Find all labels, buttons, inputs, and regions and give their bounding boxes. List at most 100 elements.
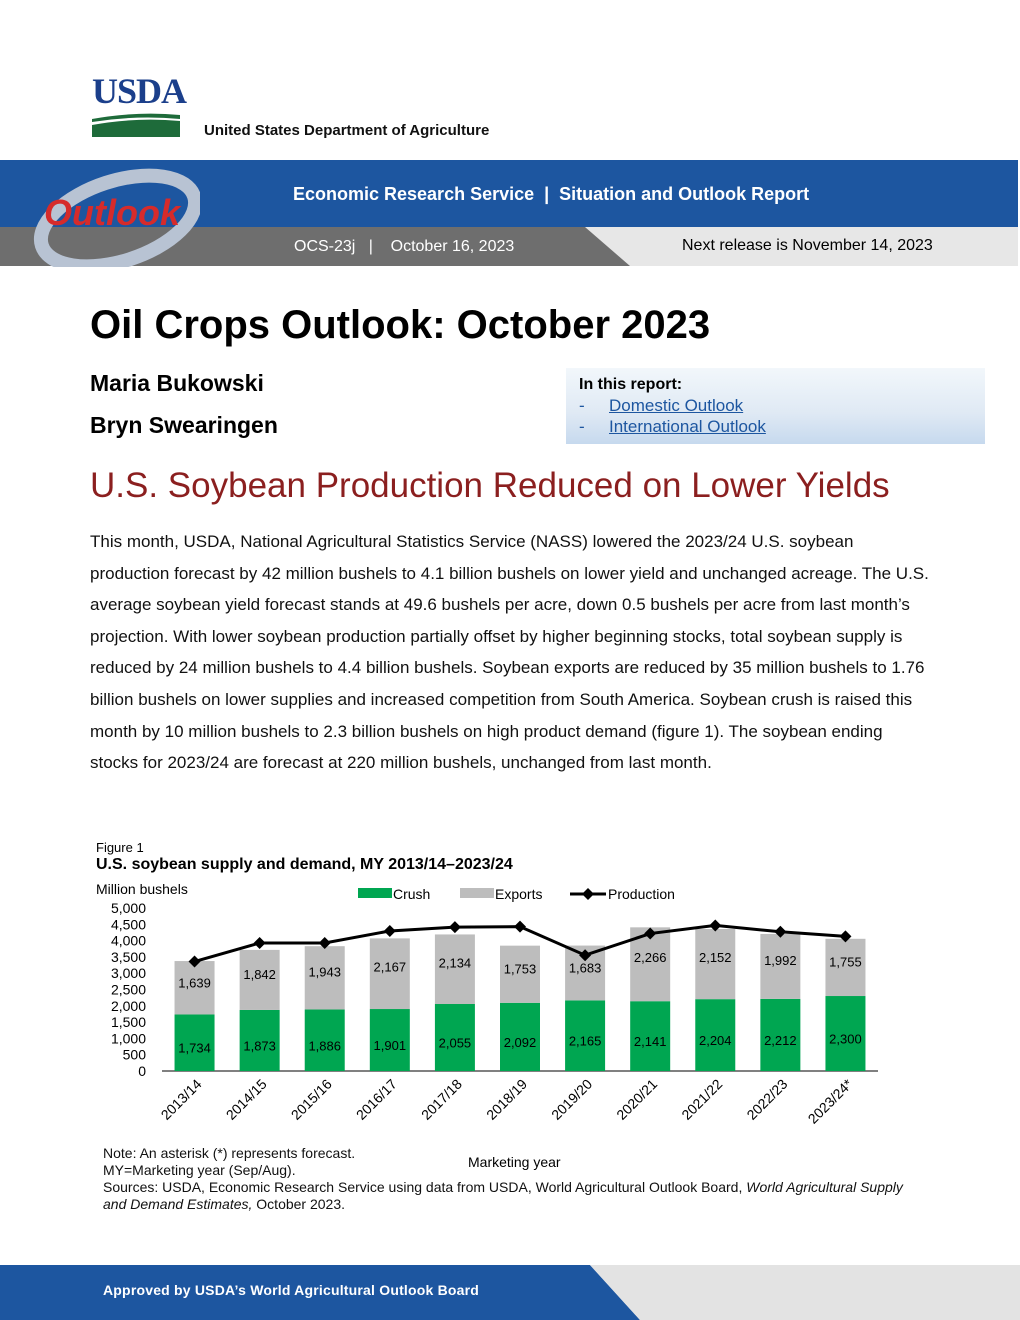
x-tick-label: 2020/21 [613,1076,660,1123]
international-outlook-link[interactable]: International Outlook [609,417,766,436]
exports-bar [825,938,866,997]
y-tick-label: 2,000 [111,998,146,1014]
exports-bar [630,927,671,1002]
y-axis-label: Million bushels [96,881,188,897]
release-bar [585,227,1018,266]
x-tick-label: 2019/20 [548,1076,595,1123]
y-tick-label: 2,500 [111,982,146,998]
exports-data-label: 1,943 [308,965,341,980]
x-tick-label: 2015/16 [288,1076,335,1123]
in-this-report-box: In this report: - Domestic Outlook - Inter… [566,368,985,444]
exports-bar [369,938,410,1010]
exports-bar [434,934,475,1005]
crush-data-label: 2,204 [699,1033,732,1048]
x-tick-label: 2023/24* [805,1075,856,1126]
crush-data-label: 2,141 [634,1034,667,1049]
crush-data-label: 1,886 [308,1038,341,1053]
y-tick-label: 3,500 [111,949,146,965]
production-point [709,919,722,932]
footer-bar [0,1265,640,1320]
crush-data-label: 2,212 [764,1033,797,1048]
exports-data-label: 1,755 [829,955,862,970]
crush-bar [500,1002,540,1071]
crush-bar [825,996,866,1071]
note-my: MY=Marketing year (Sep/Aug). [103,1162,296,1178]
x-tick-label: 2016/17 [353,1076,400,1123]
exports-bar [304,946,345,1010]
exports-data-label: 2,134 [439,955,472,970]
footer-text: Approved by USDA’s World Agricultural Ou… [103,1282,480,1298]
y-tick-label: 4,000 [111,933,146,949]
chart-legend: Crush Exports Production [358,886,675,902]
crush-bar [239,1009,280,1071]
body-paragraph: This month, USDA, National Agricultural … [90,532,929,773]
exports-data-label: 1,683 [569,961,602,976]
sources-prefix: Sources: USDA, Economic Research Service… [103,1179,747,1195]
exports-data-label: 2,266 [634,950,667,965]
exports-bar [695,928,736,1000]
crush-bar [760,998,801,1071]
note-sources: Sources: USDA, Economic Research Service… [103,1179,923,1213]
toc-item-domestic: - Domestic Outlook [579,395,972,416]
crush-data-label: 1,901 [374,1038,407,1053]
crush-data-label: 2,092 [504,1035,537,1050]
x-tick-label: 2018/19 [483,1076,530,1123]
service-line: Economic Research Service | Situation an… [293,184,810,204]
legend-production-marker [582,888,594,900]
usda-logo-stripe [92,109,180,137]
legend-production-label: Production [608,886,675,902]
production-point [188,955,201,968]
toc-dash: - [579,396,585,415]
crush-bar [630,1001,671,1071]
section-headline: U.S. Soybean Production Reduced on Lower… [90,466,890,505]
usda-logo: USDA [92,73,187,137]
exports-data-label: 2,152 [699,950,732,965]
y-tick-label: 5,000 [111,900,146,916]
crush-bar [434,1004,475,1071]
exports-bar [500,945,540,1003]
outlook-logo: Outlook [33,168,200,267]
crush-bar [369,1009,410,1071]
next-release: Next release is November 14, 2023 [682,237,933,254]
legend-crush-label: Crush [393,886,430,902]
figure-title: U.S. soybean supply and demand, MY 2013/… [96,856,513,873]
x-tick-label: 2017/18 [418,1076,465,1123]
crush-bar [304,1009,345,1071]
toc-heading: In this report: [579,376,683,393]
sources-suffix: October 2023. [252,1196,346,1212]
domestic-outlook-link[interactable]: Domestic Outlook [609,396,744,415]
exports-bar [174,961,215,1015]
legend-exports-swatch [460,888,494,898]
y-tick-label: 1,000 [111,1030,146,1046]
y-tick-label: 3,000 [111,965,146,981]
exports-data-label: 1,639 [178,975,211,990]
outlook-logo-text: Outlook [44,192,182,233]
crush-data-label: 1,734 [178,1041,211,1056]
report-title: Oil Crops Outlook: October 2023 [90,303,711,347]
x-axis-title: Marketing year [468,1154,561,1170]
chart-bars: 1,734 1,639 1,873 1,842 1,886 1,943 1,901 2,167… [174,927,866,1071]
note-forecast: Note: An asterisk (*) represents forecas… [103,1145,356,1161]
y-tick-label: 4,500 [111,916,146,932]
production-point [448,921,461,934]
department-name: United States Department of Agriculture [204,122,490,139]
production-point [579,949,592,962]
production-point [644,927,657,940]
crush-bar [695,999,736,1071]
crush-data-label: 2,165 [569,1034,602,1049]
x-axis: 2013/14 2014/15 2015/16 2016/17 2017/18 2018/… [158,1075,856,1126]
legend-crush-swatch [358,888,392,898]
author-name: Bryn Swearingen [90,412,278,438]
exports-data-label: 1,753 [504,962,537,977]
production-point [318,937,331,950]
production-point [514,920,526,933]
footer-gray-bar [590,1265,1020,1320]
y-tick-label: 500 [123,1047,147,1063]
exports-bar [760,933,801,999]
x-tick-label: 2013/14 [158,1076,205,1123]
exports-data-label: 1,842 [243,967,276,982]
production-point [774,925,787,938]
toc-dash: - [579,417,585,436]
exports-data-label: 2,167 [374,960,407,975]
production-point [839,930,852,943]
